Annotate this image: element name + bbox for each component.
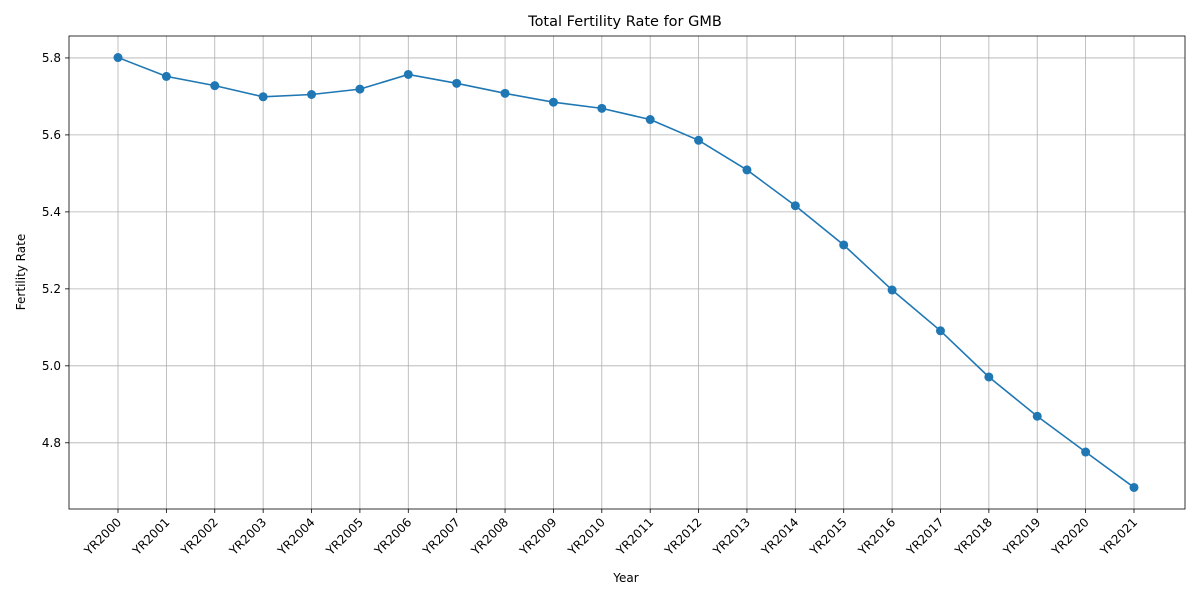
chart-title: Total Fertility Rate for GMB [527, 14, 722, 30]
y-axis: 4.8 5.0 5.2 5.4 5.6 5.8 [42, 51, 69, 450]
data-point [258, 92, 268, 102]
data-point [790, 201, 800, 211]
series-line [117, 56, 1135, 489]
data-point [210, 81, 220, 91]
data-point [694, 135, 704, 145]
y-tick-label: 5.2 [42, 282, 61, 296]
data-point [161, 71, 171, 81]
data-point [307, 89, 317, 99]
data-point [1129, 482, 1139, 492]
data-point [742, 165, 752, 175]
data-point [403, 69, 413, 79]
x-axis-label: Year [612, 571, 638, 585]
data-point [452, 78, 462, 88]
data-point [597, 103, 607, 113]
data-point [500, 88, 510, 98]
y-axis-label: Fertility Rate [14, 234, 28, 310]
data-point [839, 240, 849, 250]
data-point [887, 285, 897, 295]
data-point [984, 372, 994, 382]
y-tick-label: 4.8 [42, 436, 61, 450]
data-point [355, 84, 365, 94]
data-point [113, 53, 123, 63]
data-point [935, 326, 945, 336]
grid [69, 36, 1185, 509]
y-tick-label: 5.8 [42, 51, 61, 65]
plot-frame [68, 35, 1186, 510]
y-tick-label: 5.4 [42, 205, 61, 219]
data-point [645, 115, 655, 125]
data-point [1081, 447, 1091, 457]
data-point [548, 97, 558, 107]
data-point [1032, 411, 1042, 421]
y-tick-label: 5.0 [42, 359, 61, 373]
series-line-group [113, 53, 1139, 492]
y-tick-label: 5.6 [42, 128, 61, 142]
